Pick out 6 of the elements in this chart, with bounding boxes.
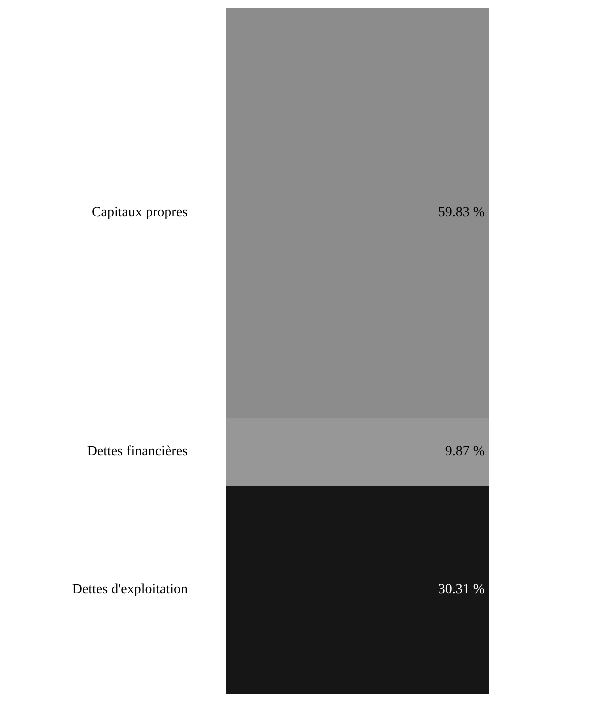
text: Capitaux propres [92, 206, 188, 221]
text: Dettes d'exploitation [72, 582, 188, 598]
data-label: 30.31 % [438, 582, 486, 598]
data-label: 9.87 % [445, 444, 486, 460]
text: Dettes financières [87, 444, 188, 460]
data-label: 59.83 % [438, 206, 486, 221]
